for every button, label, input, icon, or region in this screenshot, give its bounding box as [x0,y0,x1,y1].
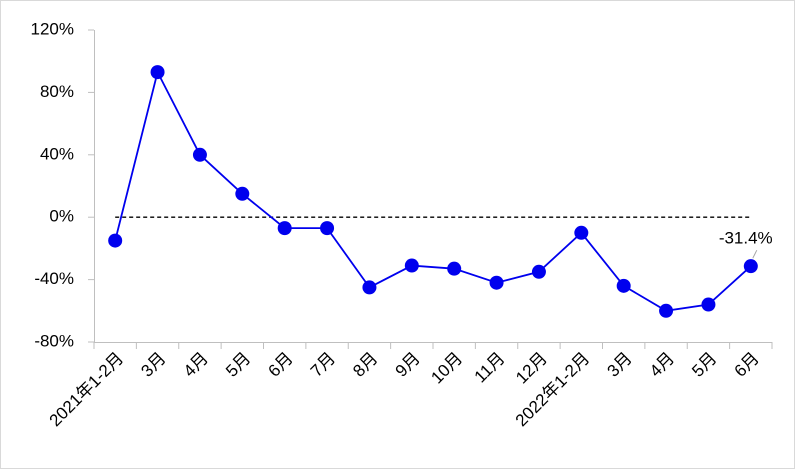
data-point [489,275,504,290]
series-line [114,69,752,312]
data-label: -31.4% [719,229,773,248]
data-point [108,233,123,248]
y-tick-label: 120% [31,19,74,38]
y-tick-label: -40% [34,269,74,288]
data-point [616,278,631,293]
y-tick-label: 40% [40,144,74,163]
data-point [150,65,165,80]
data-point [320,221,335,236]
data-point [404,258,419,273]
data-point [531,264,546,279]
label-leader [752,249,758,259]
data-point [574,225,589,240]
data-point [743,259,758,274]
data-point [362,280,377,295]
data-point [447,261,462,276]
data-point [235,186,250,201]
y-tick-label: 0% [49,207,74,226]
y-tick-label: 80% [40,82,74,101]
data-point [701,297,716,312]
y-tick-label: -80% [34,331,74,350]
data-point [659,303,674,318]
data-point [192,147,207,162]
data-point [277,221,292,236]
